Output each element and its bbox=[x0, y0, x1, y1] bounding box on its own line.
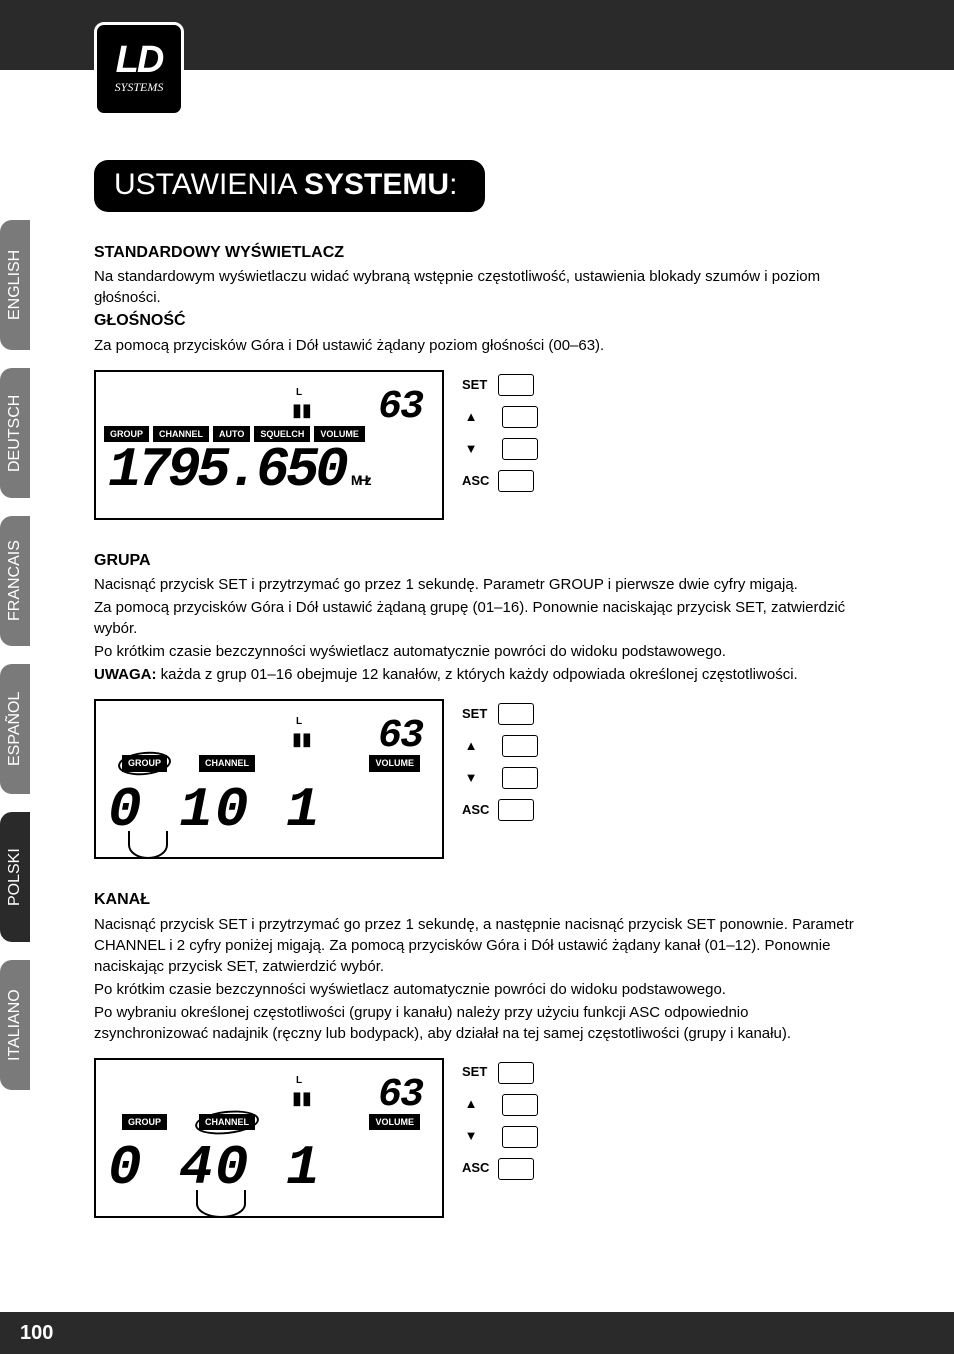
asc-label-2: ASC bbox=[462, 801, 490, 819]
lcd-labels-2: GROUP CHANNEL bbox=[122, 755, 255, 772]
page-number: 100 bbox=[20, 1322, 53, 1345]
text-kanal-3: Po wybraniu określonej częstotliwości (g… bbox=[94, 1002, 860, 1044]
asc-label: ASC bbox=[462, 472, 490, 490]
text-grupa-2: Za pomocą przycisków Góra i Dół ustawić … bbox=[94, 597, 860, 639]
tab-deutsch[interactable]: DEUTSCH bbox=[0, 368, 30, 498]
asc-button-3[interactable] bbox=[498, 1158, 534, 1180]
uwaga-label: UWAGA: bbox=[94, 666, 157, 683]
down-button-3[interactable] bbox=[502, 1126, 538, 1148]
asc-button-2[interactable] bbox=[498, 799, 534, 821]
text-glosnosc: Za pomocą przycisków Góra i Dół ustawić … bbox=[94, 335, 860, 356]
up-button-3[interactable] bbox=[502, 1094, 538, 1116]
label-group-circled: GROUP bbox=[122, 755, 167, 772]
page-footer: 100 bbox=[0, 1312, 954, 1354]
language-tabs: ENGLISH DEUTSCH FRANCAIS ESPAÑOL POLSKI … bbox=[0, 220, 30, 1090]
page-title: USTAWIENIA SYSTEMU: bbox=[94, 160, 485, 212]
set-label: SET bbox=[462, 376, 490, 394]
label-channel-2: CHANNEL bbox=[199, 755, 255, 772]
title-bold: SYSTEMU bbox=[304, 168, 449, 201]
text-kanal-1: Nacisnąć przycisk SET i przytrzymać go p… bbox=[94, 914, 860, 977]
text-kanal-2: Po krótkim czasie bezczynności wyświetla… bbox=[94, 979, 860, 1000]
up-arrow-icon bbox=[462, 408, 480, 426]
logo-text-main: LD bbox=[116, 43, 163, 77]
set-label-3: SET bbox=[462, 1063, 490, 1081]
tab-polski[interactable]: POLSKI bbox=[0, 812, 30, 942]
up-arrow-icon-2 bbox=[462, 737, 480, 755]
brand-logo: LD SYSTEMS bbox=[94, 22, 184, 116]
set-label-2: SET bbox=[462, 705, 490, 723]
down-button[interactable] bbox=[502, 438, 538, 460]
antenna-icon-3: ▮▮ bbox=[292, 1086, 312, 1111]
section-kanal: KANAŁ Nacisnąć przycisk SET i przytrzyma… bbox=[94, 889, 860, 1217]
panel-row-1: L ▮▮ 63 GROUP CHANNEL AUTO SQUELCH VOLUM… bbox=[94, 370, 860, 520]
label-channel-circled: CHANNEL bbox=[199, 1114, 255, 1131]
down-arrow-icon-3 bbox=[462, 1127, 480, 1145]
uwaga-text: każda z grup 01–16 obejmuje 12 kanałów, … bbox=[157, 666, 798, 683]
tab-francais[interactable]: FRANCAIS bbox=[0, 516, 30, 646]
text-grupa-uwaga: UWAGA: każda z grup 01–16 obejmuje 12 ka… bbox=[94, 664, 860, 685]
up-button-2[interactable] bbox=[502, 735, 538, 757]
heading-standard: STANDARDOWY WYŚWIETLACZ bbox=[94, 242, 860, 264]
title-suffix: : bbox=[449, 168, 457, 201]
lcd-labels-3: GROUP CHANNEL bbox=[122, 1114, 255, 1131]
frequency-value: 1795.650 bbox=[108, 431, 345, 509]
antenna-icon-2: ▮▮ bbox=[292, 727, 312, 752]
heading-grupa: GRUPA bbox=[94, 550, 860, 572]
label-group-3: GROUP bbox=[122, 1114, 167, 1131]
blink-indicator-channel bbox=[196, 1190, 246, 1218]
text-grupa-3: Po krótkim czasie bezczynności wyświetla… bbox=[94, 641, 860, 662]
up-button[interactable] bbox=[502, 406, 538, 428]
text-standard-1: Na standardowym wyświetlaczu widać wybra… bbox=[94, 266, 860, 308]
text-grupa-1: Nacisnąć przycisk SET i przytrzymać go p… bbox=[94, 574, 860, 595]
up-arrow-icon-3 bbox=[462, 1095, 480, 1113]
blink-indicator-group bbox=[128, 831, 168, 859]
section-grupa: GRUPA Nacisnąć przycisk SET i przytrzyma… bbox=[94, 550, 860, 859]
set-button[interactable] bbox=[498, 374, 534, 396]
panel-row-2: L ▮▮ 63 GROUP CHANNEL VOLUME 0 10 1 SET … bbox=[94, 699, 860, 859]
down-button-2[interactable] bbox=[502, 767, 538, 789]
tab-italiano[interactable]: ITALIANO bbox=[0, 960, 30, 1090]
title-prefix: USTAWIENIA bbox=[114, 168, 304, 201]
frequency-display: 1795.650 MHz bbox=[108, 431, 368, 509]
button-column-2: SET ASC bbox=[462, 699, 538, 821]
down-arrow-icon bbox=[462, 440, 480, 458]
set-button-2[interactable] bbox=[498, 703, 534, 725]
lcd-display-2: L ▮▮ 63 GROUP CHANNEL VOLUME 0 10 1 bbox=[94, 699, 444, 859]
tab-english[interactable]: ENGLISH bbox=[0, 220, 30, 350]
tab-espanol[interactable]: ESPAÑOL bbox=[0, 664, 30, 794]
button-column-3: SET ASC bbox=[462, 1058, 538, 1180]
antenna-icon: ▮▮ bbox=[292, 398, 312, 423]
heading-kanal: KANAŁ bbox=[94, 889, 860, 911]
asc-label-3: ASC bbox=[462, 1159, 490, 1177]
panel-row-3: L ▮▮ 63 GROUP CHANNEL VOLUME 0 40 1 SET … bbox=[94, 1058, 860, 1218]
volume-value-1: 63 bbox=[378, 380, 422, 436]
heading-glosnosc: GŁOŚNOŚĆ bbox=[94, 310, 860, 332]
label-volume-3: VOLUME bbox=[369, 1114, 420, 1131]
set-button-3[interactable] bbox=[498, 1062, 534, 1084]
logo-text-sub: SYSTEMS bbox=[115, 80, 164, 95]
main-content: USTAWIENIA SYSTEMU: STANDARDOWY WYŚWIETL… bbox=[0, 70, 954, 1218]
lcd-display-3: L ▮▮ 63 GROUP CHANNEL VOLUME 0 40 1 bbox=[94, 1058, 444, 1218]
mhz-label: MHz bbox=[351, 471, 368, 491]
label-volume-2: VOLUME bbox=[369, 755, 420, 772]
asc-button[interactable] bbox=[498, 470, 534, 492]
lcd-display-1: L ▮▮ 63 GROUP CHANNEL AUTO SQUELCH VOLUM… bbox=[94, 370, 444, 520]
down-arrow-icon-2 bbox=[462, 769, 480, 787]
button-column-1: SET ASC bbox=[462, 370, 538, 492]
section-standard: STANDARDOWY WYŚWIETLACZ Na standardowym … bbox=[94, 242, 860, 520]
